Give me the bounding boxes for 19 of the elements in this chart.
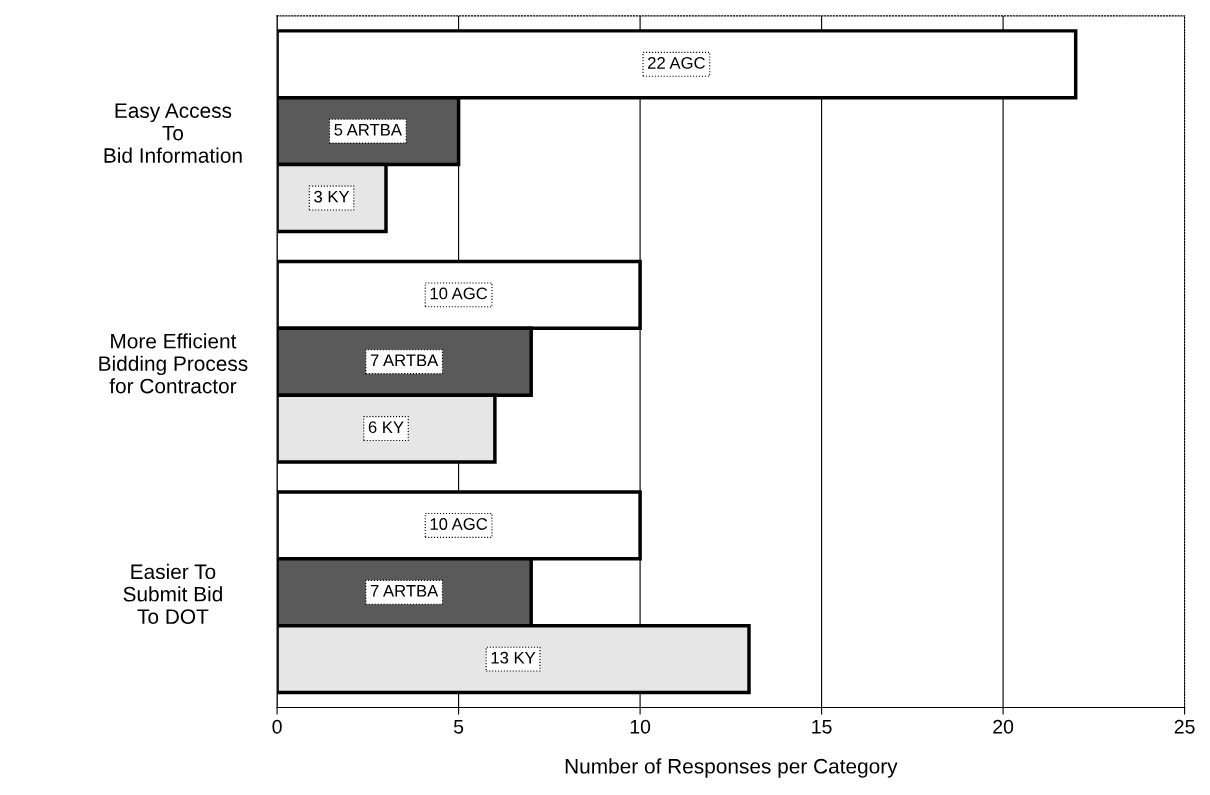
y-tick-label: More Efficient Bidding Process for Contractor [99, 333, 248, 394]
data-label: 5 ARTBA [334, 124, 402, 136]
data-label: 22 AGC [648, 56, 705, 69]
data-label: 7 ARTBA [370, 354, 439, 367]
x-tick-label: 25 [1174, 719, 1195, 734]
x-tick-label: 10 [630, 719, 651, 734]
data-label: 3 KY [314, 190, 350, 203]
data-label: 7 ARTBA [370, 585, 439, 597]
data-label: 6 KY [368, 421, 404, 434]
y-tick-label: Easier To Submit Bid To DOT [123, 563, 222, 624]
x-tick-label: 15 [812, 720, 832, 734]
x-tick-label: 20 [993, 719, 1014, 734]
data-label: 13 KY [491, 651, 536, 664]
x-axis-title: Number of Responses per Category [565, 758, 898, 778]
x-tick-label: 5 [453, 720, 464, 734]
x-tick-label: 0 [272, 719, 282, 734]
data-label: 10 AGC [430, 518, 488, 530]
data-label: 10 AGC [430, 287, 488, 300]
y-tick-label: Easy Access To Bid Information [104, 103, 242, 163]
